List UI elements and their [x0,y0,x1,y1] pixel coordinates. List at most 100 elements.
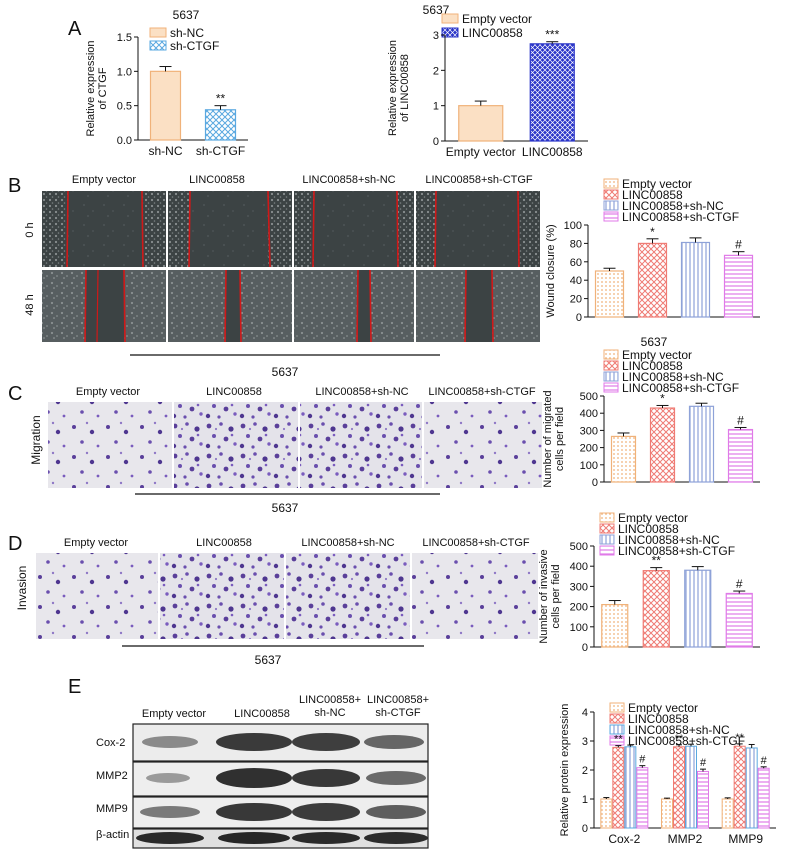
e-legend-label-4: LINC00858+sh-CTGF [628,734,745,748]
chart-c-plot: 0 100 200 300 400 500 Number of migratedcells … [542,390,760,489]
panel-b-images: Empty vector LINC00858 LINC00858+sh-NC L… [24,174,540,379]
B_chart-significance: # [735,238,742,252]
chart-a-right-plot: 0 1 2 3 Relative expressionof LINC00858 Empty… [387,28,588,159]
C_chart-ylabel: Number of migratedcells per field [542,390,566,487]
E_chart-bar [745,747,758,829]
A_right-xtick-label: Empty vector [446,145,516,159]
C_chart-significance: * [660,391,665,405]
chart-a-left: 5637 sh-NC sh-CTGF 0.0 0.5 1.0 1.5 Relative … [85,8,248,158]
B_chart-ytick-label: 40 [570,275,582,287]
chart-a-left-legend: sh-NC sh-CTGF [149,26,219,53]
legend-swatch-linc00858 [441,27,459,38]
E_chart-bar [685,745,697,829]
A_right-significance: *** [545,28,559,42]
C_chart-ytick-label: 100 [580,460,598,472]
legend-label-sh-ctgf: sh-CTGF [170,39,219,53]
chart-a-right-legend: Empty vector LINC00858 [441,12,532,40]
b-image-48h-empty-vector [42,269,166,343]
E_chart-bar [636,767,649,829]
e-lane-label-4b: sh-CTGF [375,707,421,719]
e-protein-label-mmp9: MMP9 [96,803,128,815]
D_chart-ytick-label: 0 [582,642,588,654]
e-blot-strip-mmp9 [132,796,429,829]
E_chart-bar [624,746,637,829]
E_chart-xtick-label: MMP2 [668,832,703,846]
d-image-sh-nc [286,553,410,639]
c-col-label-4: LINC00858+sh-CTGF [428,386,536,398]
b-image-0h-empty-vector [42,190,166,268]
d-col-label-4: LINC00858+sh-CTGF [422,537,530,549]
c-image-sh-ctgf [424,402,542,488]
chart-a-left-title: 5637 [173,8,200,22]
chart-b: Empty vector LINC00858 LINC00858+sh-NC L… [545,177,760,324]
chart-a-right: 5637 Empty vector LINC00858 0123Relative… [387,3,588,159]
chart-e: Empty vector LINC00858 LINC00858+sh-NC L… [559,701,776,846]
e-legend-label-2: LINC00858 [628,712,689,726]
A_left-xtick-label: sh-CTGF [196,144,245,158]
d-legend-swatch-4 [599,545,615,556]
chart-a-left-plot: 0.0 0.5 1.0 1.5 Relative expressionof CTGF sh… [85,32,248,158]
B_chart-bar [637,242,668,318]
legend-swatch-sh-ctgf [149,40,167,51]
e-legend-swatch-3 [609,724,625,735]
A_right-ytick-label: 3 [433,30,439,42]
E_chart-bar [600,798,613,829]
d-cell-line-label: 5637 [255,653,282,667]
B_chart-bar [723,254,754,318]
b-col-label-2: LINC00858 [189,174,245,186]
D_chart-ytick-label: 400 [570,561,588,573]
e-lane-label-1: Empty vector [142,708,207,720]
c-cell-line-label: 5637 [272,501,299,515]
e-lane-label-3a: LINC00858+ [299,694,361,706]
D_chart-bar [684,569,712,648]
d-legend-label-1: Empty vector [618,511,688,525]
A_left-ytick-label: 0.5 [117,101,132,113]
c-col-label-2: LINC00858 [206,386,262,398]
D_chart-ytick-label: 500 [570,541,588,553]
b-legend-label-3: LINC00858+sh-NC [622,199,724,213]
panel-label-b: B [8,175,21,197]
C_chart-significance: # [737,413,744,427]
c-legend-swatch-4 [603,382,619,393]
A_right-ytick-label: 0 [433,136,439,148]
d-legend-label-4: LINC00858+sh-CTGF [618,544,735,558]
D_chart-ytick-label: 100 [570,622,588,634]
E_chart-significance: ** [675,733,684,745]
A_left-xtick-label: sh-NC [148,144,182,158]
B_chart-significance: * [650,225,655,239]
chart-c-legend: Empty vector LINC00858 LINC00858+sh-NC L… [603,348,739,395]
d-image-linc00858 [160,553,284,639]
c-image-sh-nc [300,402,422,488]
c-col-label-3: LINC00858+sh-NC [315,386,408,398]
chart-e-legend: Empty vector LINC00858 LINC00858+sh-NC L… [609,701,745,748]
C_chart-ytick-label: 0 [592,477,598,489]
A_left-ytick-label: 1.5 [117,32,132,44]
e-protein-label-actin: β-actin [96,829,129,841]
B_chart-bar [680,241,711,318]
C_chart-ytick-label: 500 [580,391,598,403]
C_chart-bar [649,407,676,483]
c-legend-label-2: LINC00858 [622,359,683,373]
D_chart-significance: ** [652,554,662,568]
b-image-0h-linc00858 [168,190,292,268]
E_chart-bar [612,746,625,829]
e-legend-swatch-4 [609,735,625,746]
e-protein-label-mmp2: MMP2 [96,770,128,782]
d-col-label-1: Empty vector [64,537,129,549]
panel-label-d: D [8,533,22,555]
E_chart-bar [661,798,673,829]
c-legend-label-3: LINC00858+sh-NC [622,370,724,384]
c-row-label: Migration [29,415,43,464]
panel-label-c: C [8,383,22,405]
B_chart-bar [594,270,625,318]
legend-swatch-sh-nc [149,27,167,38]
b-image-48h-linc00858 [168,269,292,343]
legend-label-empty-vector: Empty vector [462,12,532,26]
e-legend-swatch-2 [609,713,625,724]
c-legend-swatch-1 [603,349,619,360]
legend-swatch-empty-vector [441,13,459,24]
e-legend-swatch-1 [609,702,625,713]
panel-e-blot: Empty vector LINC00858 LINC00858+ sh-NC … [96,694,429,849]
E_chart-bar [733,745,746,829]
